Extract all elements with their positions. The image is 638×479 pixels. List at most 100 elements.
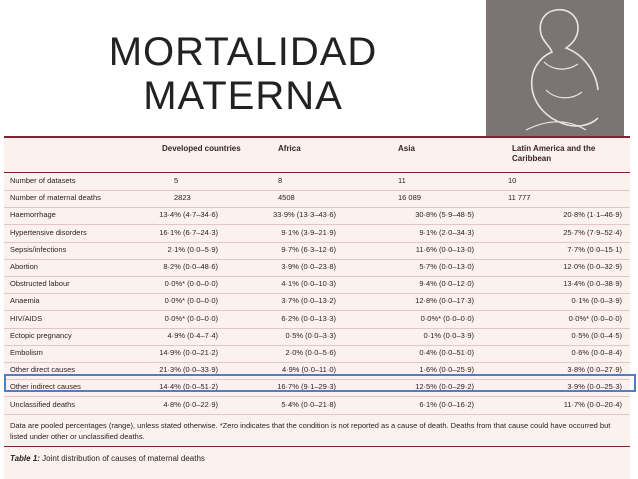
table-row: Obstructed labour 0·0%* (0·0–0·0) 4·1% (0·… xyxy=(4,275,630,295)
table-cell: 0·6% (0·0–8·4) xyxy=(571,348,622,357)
table-cell: 2·0% (0·0–5·6) xyxy=(285,348,336,357)
table-cell: 0·0%* (0·0–0·0) xyxy=(568,313,622,323)
row-label: Hypertensive disorders xyxy=(10,227,87,237)
table-cell: 9·1% (3·9–21·9) xyxy=(281,227,336,237)
header-latin-america: Latin America and the Caribbean xyxy=(512,144,596,163)
pregnant-woman-silhouette-icon xyxy=(486,0,624,136)
row-label: Number of maternal deaths xyxy=(10,193,101,203)
highlight-box xyxy=(4,374,636,392)
table-row: Number of maternal deaths 2823 4508 16 089 1… xyxy=(4,189,630,209)
caption-divider xyxy=(4,446,630,447)
table-cell: 10 xyxy=(508,176,517,185)
row-label: Other direct causes xyxy=(10,365,76,375)
table-row: HIV/AIDS 0·0%* (0·0–0·0) 6·2% (0·0–13·3) 0·… xyxy=(4,310,630,329)
table-cell: 14·4% (0·0–51·2) xyxy=(159,382,218,392)
table-cell: 7·7% (0·0–15·1) xyxy=(567,244,622,254)
table-row: Anaemia 0·0%* (0·0–0·0) 3·7% (0·0–13·2) 12·… xyxy=(4,292,630,312)
header-africa: Africa xyxy=(278,144,301,153)
table-cell: 12·8% (0·0–17·3) xyxy=(415,296,474,306)
table-row: Haemorrhage 13·4% (4·7–34·6) 33·9% (13·3–4… xyxy=(4,206,630,226)
table-cell: 3·9% (0·0–23·8) xyxy=(281,262,336,271)
table-cell: 0·0%* (0·0–0·0) xyxy=(420,313,474,323)
row-label: Number of datasets xyxy=(10,176,76,185)
table-cell: 0·4% (0·0–51·0) xyxy=(419,348,474,357)
row-label: Anaemia xyxy=(10,296,40,306)
table-row: Abortion 8·2% (0·0–48·6) 3·9% (0·0–23·8) 5·… xyxy=(4,258,630,277)
title-line-2: MATERNA xyxy=(143,74,343,118)
row-label: HIV/AIDS xyxy=(10,313,43,323)
table-row: Sepsis/infections 2·1% (0·0–5·9) 9·7% (6·3… xyxy=(4,241,630,260)
slide-title: MORTALIDAD MATERNA xyxy=(108,30,378,118)
table-row: Ectopic pregnancy 4·9% (0·4–7·4) 0·5% (0·0… xyxy=(4,327,630,346)
pregnant-woman-photo xyxy=(486,0,624,136)
table-cell: 5·7% (0·0–13·0) xyxy=(419,262,474,271)
caption-label: Table 1: xyxy=(10,454,40,463)
header-asia: Asia xyxy=(398,144,415,153)
table-cell: 8·2% (0·0–48·6) xyxy=(163,262,218,271)
table-cell: 13·4% (0·0–38·9) xyxy=(563,279,622,289)
table-row: Unclassified deaths 4·8% (0·0–22·9) 5·4% (… xyxy=(4,396,630,415)
table-cell: 13·4% (4·7–34·6) xyxy=(159,210,218,220)
table-cell: 0·0%* (0·0–0·0) xyxy=(164,279,218,289)
table-cell: 0·5% (0·0–3·3) xyxy=(285,330,336,340)
row-label: Obstructed labour xyxy=(10,279,70,289)
table-cell: 4508 xyxy=(278,193,295,203)
caption-text: Joint distribution of causes of maternal… xyxy=(39,454,205,463)
table-cell: 0·1% (0·0–3·9) xyxy=(423,330,474,340)
table-row: Other direct causes 21·3% (0·0–33·9) 4·9% … xyxy=(4,361,630,381)
row-label: Other indirect causes xyxy=(10,382,81,392)
row-label: Haemorrhage xyxy=(10,210,56,220)
table-cell: 14·9% (0·0–21·2) xyxy=(159,348,218,357)
table-cell: 21·3% (0·0–33·9) xyxy=(159,365,218,375)
table-cell: 4·8% (0·0–22·9) xyxy=(163,399,218,409)
row-label: Sepsis/infections xyxy=(10,244,67,254)
table-cell: 20·8% (1·1–46·9) xyxy=(563,210,622,220)
table-cell: 1·6% (0·0–25·9) xyxy=(419,365,474,375)
table-cell: 16 089 xyxy=(398,193,421,203)
row-label: Embolism xyxy=(10,348,43,357)
table-cell: 0·0%* (0·0–0·0) xyxy=(164,313,218,323)
table-cell: 4·9% (0·4–7·4) xyxy=(167,330,218,340)
table-cell: 11 777 xyxy=(508,193,531,203)
table-cell: 11·7% (0·0–20·4) xyxy=(563,399,622,409)
table-cell: 4·1% (0·0–10·3) xyxy=(281,279,336,289)
table-cell: 33·9% (13·3–43·6) xyxy=(273,210,336,220)
table-cell: 8 xyxy=(278,176,283,185)
row-label: Ectopic pregnancy xyxy=(10,330,72,340)
table-cell: 0·5% (0·0–4·5) xyxy=(571,330,622,340)
table-row: Other indirect causes 14·4% (0·0–51·2) 16·… xyxy=(4,378,630,398)
table-cell: 6·2% (0·0–13·3) xyxy=(281,313,336,323)
row-label: Unclassified deaths xyxy=(10,399,76,409)
table-cell: 0·0%* (0·0–0·0) xyxy=(164,296,218,306)
table-cell: 30·8% (5·9–48·5) xyxy=(415,210,474,220)
table-row: Number of datasets 5 8 11 10 xyxy=(4,172,630,191)
table-caption: Table 1: Joint distribution of causes of… xyxy=(10,454,205,463)
table-cell: 5 xyxy=(174,176,179,185)
title-line-1: MORTALIDAD xyxy=(108,30,378,74)
table-cell: 2823 xyxy=(174,193,191,203)
maternal-deaths-table: Developed countries Africa Asia Latin Am… xyxy=(4,136,636,479)
table-header: Developed countries Africa Asia Latin Am… xyxy=(4,136,630,173)
table-cell: 16·7% (9·1–29·3) xyxy=(277,382,336,392)
table-cell: 0·1% (0·0–3·9) xyxy=(571,296,622,306)
table-cell: 3·8% (0·0–27·9) xyxy=(567,365,622,375)
table-cell: 9·7% (6·3–12·6) xyxy=(281,244,336,254)
table-cell: 9·4% (0·0–12·0) xyxy=(419,279,474,289)
table-cell: 16·1% (6·7–24·3) xyxy=(159,227,218,237)
table-cell: 4·9% (0·0–11·0) xyxy=(281,365,336,375)
table-cell: 6·1% (0·0–16·2) xyxy=(419,399,474,409)
table-cell: 11·6% (0·0–13·0) xyxy=(415,244,474,254)
table-cell: 3·7% (0·0–13·2) xyxy=(281,296,336,306)
table-cell: 12·0% (0·0–32·9) xyxy=(563,262,622,271)
table-row: Embolism 14·9% (0·0–21·2) 2·0% (0·0–5·6) 0·… xyxy=(4,344,630,363)
table-cell: 25·7% (7·9–52·4) xyxy=(563,227,622,237)
table-row: Hypertensive disorders 16·1% (6·7–24·3) 9·… xyxy=(4,224,630,243)
row-label: Abortion xyxy=(10,262,38,271)
table-footnote: Data are pooled percentages (range), unl… xyxy=(10,421,611,441)
table-cell: 5·4% (0·0–21·8) xyxy=(281,399,336,409)
table-cell: 2·1% (0·0–5·9) xyxy=(167,244,218,254)
table-cell: 11 xyxy=(398,176,406,185)
table-cell: 9·1% (2·0–34·3) xyxy=(419,227,474,237)
table-cell: 3·9% (0·0–25·3) xyxy=(567,382,622,392)
table-cell: 12·5% (0·0–29·2) xyxy=(415,382,474,392)
